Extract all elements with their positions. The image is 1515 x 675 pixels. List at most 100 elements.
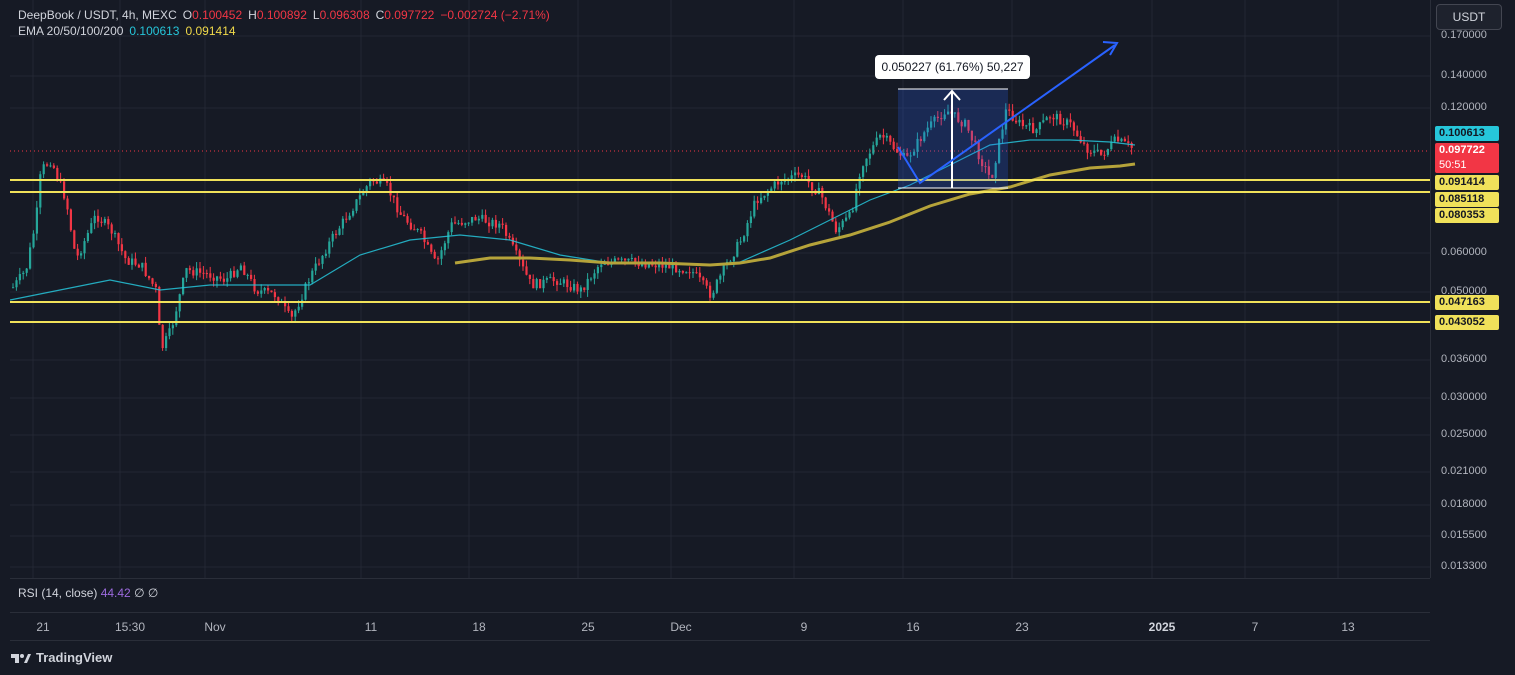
candle-body (668, 264, 671, 269)
candle-body (899, 152, 902, 156)
time-tick: 23 (1015, 620, 1029, 634)
candle-body (715, 279, 718, 293)
candle-body (851, 210, 854, 212)
candle-body (304, 283, 307, 300)
candle-body (627, 258, 630, 261)
time-tick: Dec (670, 620, 692, 634)
candle-body (352, 210, 355, 216)
candle-body (345, 218, 348, 220)
candle-body (76, 248, 79, 256)
candle-body (845, 217, 848, 221)
price-tick: 0.018000 (1441, 498, 1487, 510)
candle-body (756, 200, 759, 204)
candle-body (335, 233, 338, 235)
candle-body (535, 279, 538, 289)
time-axis[interactable]: 21 15:30 Nov 11 18 25 Dec 9 16 23 2025 7… (10, 612, 1430, 641)
candle-body (1110, 141, 1113, 150)
low-value: 0.096308 (319, 8, 370, 22)
candle-body (396, 197, 399, 213)
candle-body (702, 277, 705, 281)
candle-body (671, 262, 674, 269)
candle-body (882, 135, 885, 138)
candle-body (940, 117, 943, 120)
candle-body (947, 111, 950, 115)
candle-body (256, 291, 259, 294)
candle-body (267, 288, 270, 291)
candle-body (1127, 141, 1130, 143)
candle-body (474, 216, 477, 221)
candle-body (661, 263, 664, 268)
price-chart[interactable] (10, 0, 1430, 578)
candle-body (777, 181, 780, 185)
candle-body (148, 275, 151, 279)
price-tick: 0.140000 (1441, 69, 1487, 81)
candle-body (273, 292, 276, 298)
candle-body (314, 263, 317, 271)
candle-body (457, 222, 460, 224)
time-tick: 9 (800, 620, 808, 634)
candle-body (858, 176, 861, 189)
candle-body (1021, 119, 1024, 127)
candle-body (484, 214, 487, 223)
candle-body (277, 297, 280, 303)
currency-button[interactable]: USDT (1436, 4, 1502, 30)
candle-body (69, 209, 72, 231)
candle-body (705, 280, 708, 286)
change-value: −0.002724 (−2.71%) (440, 8, 550, 22)
candle-body (749, 216, 752, 224)
candle-body (824, 197, 827, 209)
candle-body (753, 200, 756, 217)
candle-body (413, 229, 416, 231)
tradingview-logo[interactable]: TradingView (10, 650, 112, 665)
candle-body (865, 158, 868, 167)
candle-body (263, 288, 266, 291)
candle-body (739, 241, 742, 243)
candle-body (426, 242, 429, 245)
candle-body (722, 264, 725, 276)
ema-label[interactable]: EMA 20/50/100/200 (18, 24, 124, 38)
candle-body (729, 261, 732, 263)
candle-body (137, 264, 140, 268)
candle-body (613, 258, 616, 262)
last-price-value: 0.097722 (1439, 144, 1485, 156)
candle-body (386, 179, 389, 183)
candle-body (644, 263, 647, 268)
candle-body (29, 247, 32, 269)
last-price-label: 0.097722 50:51 (1435, 143, 1499, 173)
candle-body (1120, 138, 1123, 142)
candle-body (576, 283, 579, 292)
rsi-label[interactable]: RSI (14, close) (18, 586, 98, 600)
symbol-label[interactable]: DeepBook / USDT, 4h, MEXC (18, 8, 177, 22)
main-chart-pane[interactable] (10, 0, 1430, 579)
candle-body (590, 278, 593, 280)
candle-body (556, 281, 559, 285)
candle-body (307, 282, 310, 284)
candle-body (287, 306, 290, 311)
candle-body (957, 112, 960, 122)
candle-body (800, 174, 803, 178)
candle-body (879, 135, 882, 138)
candle-body (688, 272, 691, 274)
candle-body (770, 188, 773, 192)
candle-body (192, 270, 195, 276)
candle-body (219, 276, 222, 279)
low-label: L (312, 8, 320, 22)
candle-body (447, 232, 450, 244)
time-tick: 16 (906, 620, 920, 634)
candle-body (416, 229, 419, 231)
price-axis[interactable]: 0.170000 0.140000 0.120000 0.060000 0.05… (1430, 0, 1515, 578)
candle-body (545, 278, 548, 280)
candle-body (794, 172, 797, 176)
candle-body (698, 272, 701, 278)
candle-body (518, 250, 521, 260)
candle-body (828, 208, 831, 212)
candle-body (488, 222, 491, 227)
candle-body (685, 272, 688, 274)
candle-body (141, 262, 144, 268)
candle-body (375, 181, 378, 184)
candle-body (212, 277, 215, 281)
rsi-pane[interactable]: RSI (14, close) 44.42 ∅ ∅ (10, 579, 1430, 613)
candle-body (583, 287, 586, 291)
candle-body (22, 272, 25, 275)
candle-body (579, 287, 582, 292)
